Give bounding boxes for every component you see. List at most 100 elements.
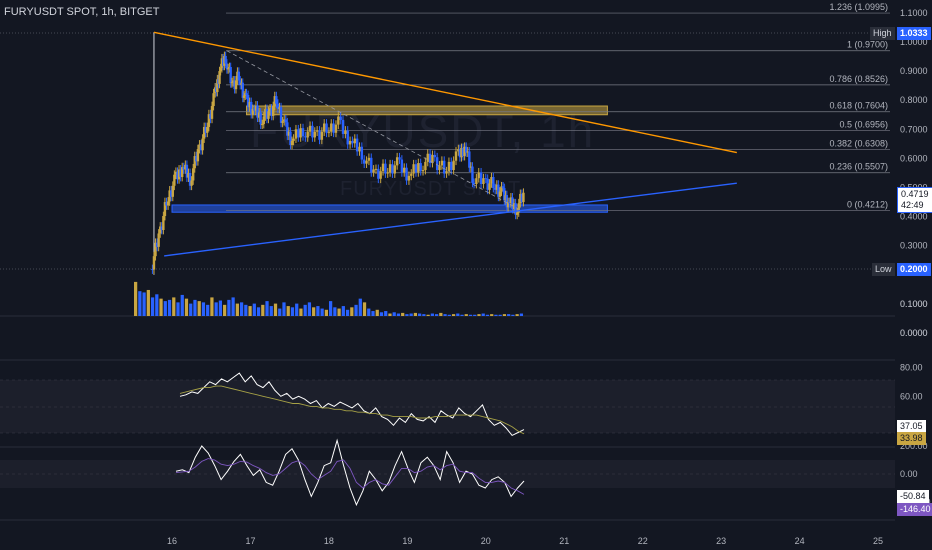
candle-body [297, 129, 300, 138]
candle-body [358, 146, 361, 152]
candle-body [454, 151, 458, 161]
candle-body [173, 174, 176, 186]
candle-body [267, 111, 270, 119]
volume-bar [307, 302, 312, 316]
candle-body [152, 256, 156, 270]
volume-bar [375, 309, 379, 316]
candle-body [484, 178, 487, 180]
volume-bar [413, 312, 418, 316]
candle-body [240, 82, 243, 86]
rsi-ma-value: 33.98 [900, 433, 923, 443]
candle-body [248, 101, 251, 108]
candle-body [522, 192, 525, 203]
candle-body [210, 106, 214, 119]
candle-body [282, 119, 286, 122]
candle-body [230, 82, 234, 84]
candle-body [193, 156, 196, 169]
price-axis-tick: 0.7000 [900, 124, 928, 134]
volume-bar [265, 301, 269, 316]
rsi-value: 37.05 [900, 421, 923, 431]
candle-body [231, 80, 235, 83]
candle-body [370, 157, 373, 173]
candle-body [198, 144, 201, 150]
candle-body [412, 164, 415, 174]
candle-body [440, 160, 444, 166]
candle-body [391, 164, 394, 174]
time-axis-tick: 21 [559, 536, 569, 546]
volume-bar [439, 312, 443, 316]
candle-body [233, 80, 236, 90]
candle-body [313, 131, 316, 138]
volume-bar [333, 307, 337, 316]
candle-body [353, 138, 356, 144]
candle-body [162, 216, 165, 230]
candle-body [157, 233, 160, 247]
volume-bar [396, 313, 401, 316]
candle-body [384, 163, 387, 174]
candle-body [212, 93, 215, 107]
candle-body [367, 157, 371, 161]
candle-body [246, 94, 250, 108]
candle-body [468, 151, 471, 168]
volume-bar [295, 303, 299, 316]
candle-body [306, 131, 309, 138]
candle-body [457, 149, 460, 152]
time-axis-tick: 17 [245, 536, 255, 546]
volume-bar [256, 307, 261, 316]
volume-bar [507, 314, 511, 316]
candle-body [220, 58, 224, 69]
time-axis-tick: 20 [481, 536, 491, 546]
candle-body [325, 123, 328, 133]
macd-line [175, 438, 525, 507]
candle-body [185, 164, 189, 178]
candle-body [497, 184, 500, 197]
candle-body [428, 153, 432, 164]
volume-axis-tick: 0.1000 [900, 299, 928, 309]
candle-body [512, 203, 516, 210]
candle-body [207, 114, 211, 127]
volume-bar [341, 306, 345, 316]
volume-bar [502, 314, 507, 316]
high-value: 1.0333 [900, 28, 928, 38]
candle-body [506, 202, 510, 208]
candle-body [256, 105, 259, 118]
low-label-text: Low [875, 264, 892, 274]
volume-bar [142, 292, 146, 316]
candle-body [221, 58, 225, 66]
time-axis-tick: 16 [167, 536, 177, 546]
fib-level-label: 0 (0.4212) [847, 199, 888, 209]
volume-bar [354, 304, 358, 316]
candle-body [450, 161, 453, 171]
price-axis-tick: 0.8000 [900, 95, 928, 105]
candle-body [482, 178, 485, 185]
time-axis-tick: 23 [716, 536, 726, 546]
volume-bar [367, 308, 371, 316]
volume-bar [358, 298, 362, 316]
volume-bar [405, 314, 409, 316]
candle-body [151, 268, 154, 270]
candle-body [407, 175, 411, 181]
candle-body [472, 182, 476, 185]
price-axis-tick: 0.1000 [900, 299, 928, 309]
macd-signal-value: -146.40 [900, 504, 931, 514]
volume-bar [481, 313, 485, 316]
volume-bar [146, 289, 150, 316]
volume-bar [379, 312, 384, 316]
rsi-line [179, 372, 525, 437]
candle-body [433, 154, 437, 158]
candle-body [504, 195, 507, 201]
volume-bar [464, 314, 468, 316]
volume-bar [434, 314, 439, 316]
candle-body [337, 116, 340, 125]
candle-body [245, 93, 248, 95]
candle-body [501, 186, 505, 189]
candle-body [224, 55, 227, 64]
candle-body [259, 112, 262, 125]
candle-body [179, 169, 182, 178]
candle-body [475, 178, 478, 185]
candle-body [262, 116, 265, 125]
volume-bar [231, 297, 235, 316]
volume-bar [418, 313, 422, 316]
macd-value-tag: -50.84 [897, 490, 929, 503]
